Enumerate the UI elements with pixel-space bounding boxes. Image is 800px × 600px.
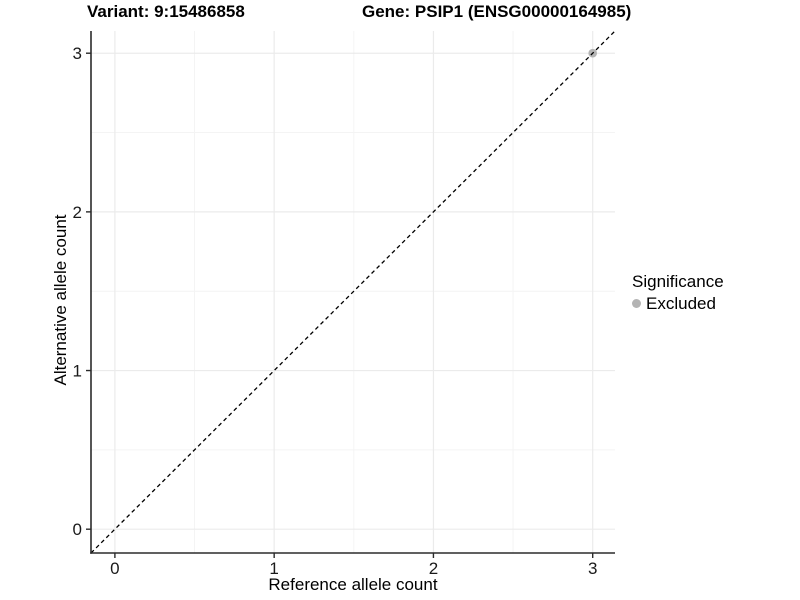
plot-title-gene: Gene: PSIP1 (ENSG00000164985): [362, 2, 632, 21]
x-axis-title: Reference allele count: [268, 575, 438, 594]
plot-title-variant: Variant: 9:15486858: [87, 2, 245, 21]
legend-item-excluded: Excluded: [632, 293, 724, 314]
legend-title: Significance: [632, 272, 724, 291]
y-tick-label: 1: [73, 362, 82, 381]
legend: Significance Excluded: [632, 271, 724, 314]
x-tick-label: 0: [110, 559, 119, 578]
identity-line: [90, 30, 616, 554]
y-tick-label: 2: [73, 203, 82, 222]
x-tick-label: 1: [269, 559, 278, 578]
x-tick-label: 3: [588, 559, 597, 578]
y-tick-label: 3: [73, 44, 82, 63]
legend-point-icon: [632, 299, 641, 308]
axis-lines: [90, 31, 615, 554]
legend-item-label: Excluded: [646, 294, 716, 313]
y-axis-title: Alternative allele count: [51, 214, 70, 386]
axis-ticks-and-labels: 0 1 2 3 0 1 2 3: [73, 44, 598, 578]
grid-minor: [91, 31, 615, 553]
x-tick-label: 2: [429, 559, 438, 578]
y-tick-label: 0: [73, 520, 82, 539]
grid-major: [91, 31, 615, 553]
